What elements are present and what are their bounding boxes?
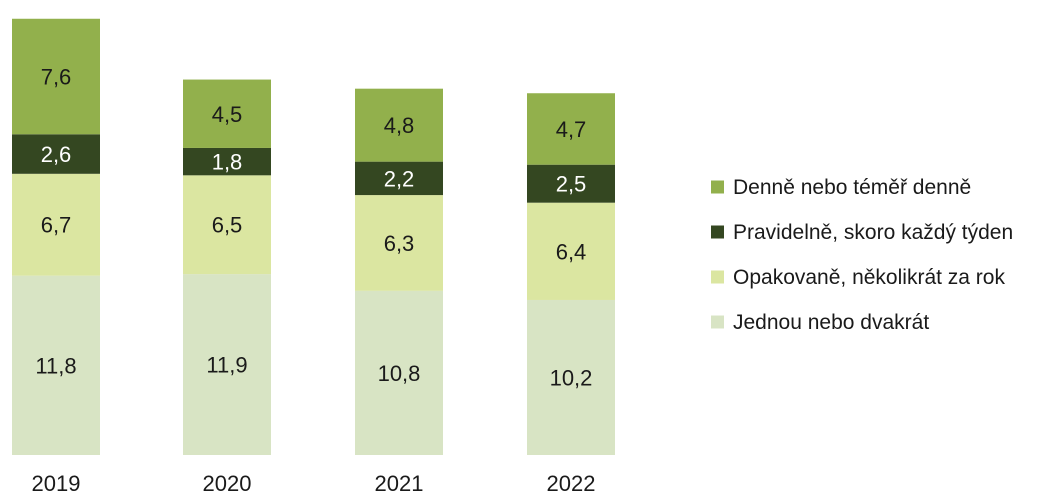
data-label: 11,8 (35, 353, 76, 378)
x-tick-label: 2021 (375, 471, 424, 496)
x-tick-label: 2022 (547, 471, 596, 496)
data-label: 7,6 (41, 65, 72, 90)
bar-segment (183, 147, 271, 176)
x-tick-label: 2019 (32, 471, 81, 496)
bar-segment (527, 299, 615, 455)
legend-label: Denně nebo téměř denně (733, 176, 971, 199)
bar-segment (12, 275, 100, 455)
bar-segment (12, 134, 100, 174)
data-label: 6,3 (384, 231, 415, 256)
data-label: 4,8 (384, 113, 415, 138)
bar-segment (183, 175, 271, 275)
x-tick-label: 2020 (203, 471, 252, 496)
x-axis: 2019 2020 2021 2022 (32, 471, 596, 496)
bar-segment (183, 274, 271, 455)
bar-segment (12, 18, 100, 135)
data-label: 4,7 (556, 117, 587, 142)
legend-label: Pravidelně, skoro každý týden (733, 221, 1013, 244)
data-label: 11,9 (206, 353, 247, 378)
data-label: 1,8 (212, 150, 243, 175)
bar-segment (12, 173, 100, 276)
data-label: 2,5 (556, 172, 587, 197)
legend: Denně nebo téměř denně Pravidelně, skoro … (711, 176, 1013, 334)
bar-segment (355, 290, 443, 455)
legend-label: Opakovaně, několikrát za rok (733, 266, 1005, 289)
legend-swatch (711, 315, 724, 329)
data-label: 2,2 (384, 166, 415, 191)
bar-segment (527, 164, 615, 203)
legend-swatch (711, 225, 724, 239)
data-label: 6,7 (41, 213, 72, 238)
bars-layer: 11,8 6,7 2,6 7,6 11,9 6,5 1,8 4,5 10,8 6,3 2,2 4,8 1… (12, 18, 615, 455)
data-label: 2,6 (41, 142, 72, 167)
bar-segment (355, 195, 443, 291)
bar-segment (183, 79, 271, 148)
legend-swatch (711, 270, 724, 284)
bar-segment (355, 161, 443, 196)
bar-segment (355, 88, 443, 162)
legend-label: Jednou nebo dvakrát (733, 311, 929, 334)
data-label: 6,5 (212, 213, 243, 238)
data-label: 6,4 (556, 239, 587, 264)
data-label: 4,5 (212, 102, 243, 127)
bar-segment (527, 93, 615, 165)
data-label: 10,8 (378, 361, 421, 386)
bar-segment (527, 202, 615, 300)
data-label: 10,2 (550, 365, 593, 390)
legend-swatch (711, 180, 724, 194)
